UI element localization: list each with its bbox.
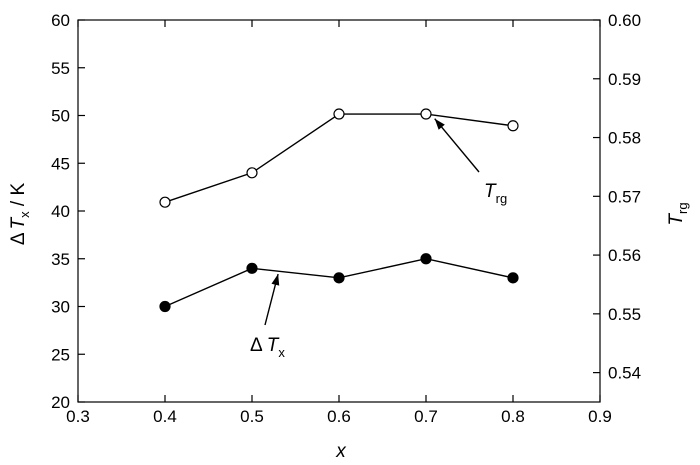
left-y-tick-label: 30: [51, 298, 70, 317]
x-tick-label: 0.7: [414, 407, 438, 426]
data-point-delta-tx: [159, 300, 171, 313]
right-y-tick-label: 0.59: [608, 70, 641, 89]
data-point-trg: [246, 167, 258, 179]
annotation-delta-tx: Δ Tx: [250, 273, 285, 360]
left-y-tick-label: 50: [51, 107, 70, 126]
data-point-delta-tx: [507, 272, 519, 284]
right-y-tick-label: 0.55: [608, 305, 641, 324]
data-point-delta-tx: [246, 262, 258, 274]
left-y-axis: 20 25 30 35 40 45 50 55 60: [51, 11, 85, 412]
data-point-trg: [420, 108, 432, 120]
left-y-tick-label: 35: [51, 250, 70, 269]
x-tick-label: 0.6: [327, 407, 351, 426]
left-y-tick-label: 55: [51, 59, 70, 78]
data-point-delta-tx: [420, 253, 432, 265]
annotation-trg: Trg: [434, 118, 507, 206]
left-y-axis-title: ΔTx / K: [8, 183, 32, 246]
left-y-tick-label: 40: [51, 202, 70, 221]
x-tick-label: 0.4: [153, 407, 177, 426]
x-tick-label: 0.8: [501, 407, 525, 426]
right-y-tick-label: 0.56: [608, 246, 641, 265]
plot-area: [159, 108, 519, 313]
left-y-tick-label: 60: [51, 11, 70, 30]
data-point-trg: [159, 196, 171, 208]
x-tick-label: 0.9: [588, 407, 612, 426]
plot-frame: [77, 19, 601, 403]
data-point-delta-tx: [333, 272, 345, 284]
right-y-tick-label: 0.54: [608, 364, 641, 383]
annotation-delta-tx-label: Δ Tx: [250, 335, 285, 360]
right-y-tick-label: 0.57: [608, 187, 641, 206]
right-y-tick-label: 0.58: [608, 129, 641, 148]
x-tick-label: 0.3: [66, 407, 90, 426]
data-point-trg: [333, 108, 345, 120]
left-y-tick-label: 20: [51, 393, 70, 412]
right-y-axis-title: Trg: [666, 202, 690, 225]
x-axis-title: x: [335, 441, 347, 462]
right-y-tick-label: 0.60: [608, 11, 641, 30]
x-axis: 0.3 0.4 0.5 0.6 0.7 0.8 0.9: [66, 20, 612, 426]
data-point-trg: [507, 120, 519, 132]
left-y-tick-label: 25: [51, 345, 70, 364]
right-y-axis: 0.54 0.55 0.56 0.57 0.58 0.59 0.60: [593, 11, 641, 383]
annotation-trg-label: Trg: [484, 181, 507, 206]
left-y-tick-label: 45: [51, 154, 70, 173]
x-tick-label: 0.5: [240, 407, 264, 426]
series-line-trg: [164, 113, 514, 203]
